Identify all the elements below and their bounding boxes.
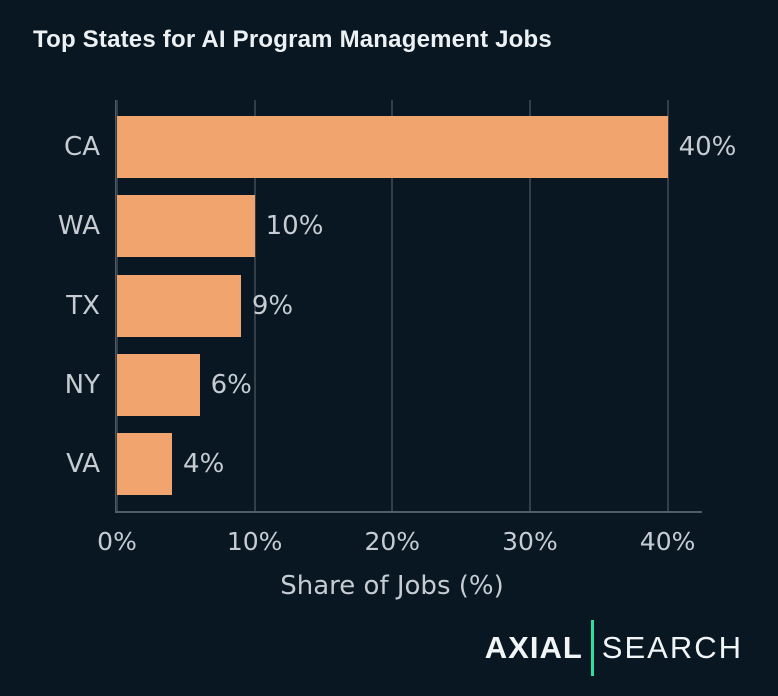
category-label-ca: CA	[64, 132, 100, 162]
logo-text-axial: AXIAL	[484, 630, 583, 665]
value-label-wa: 10%	[265, 211, 324, 242]
bar-row-ca: CA 40%	[64, 116, 736, 178]
bar-tx	[117, 274, 241, 337]
logo-text-search: SEARCH	[601, 630, 743, 665]
gridline-10	[253, 100, 256, 511]
x-tick-label-0: 0%	[97, 527, 137, 556]
x-axis-label: Share of Jobs (%)	[280, 571, 504, 601]
value-label-ca: 40%	[678, 132, 737, 162]
x-tick-label-20: 20%	[364, 527, 421, 556]
plot-area: CA 40% WA 10% TX 9% NY 6% VA 4% 0% 10% 20% 30% 40% Sh…	[58, 100, 736, 601]
bar-row-va: VA 4%	[66, 433, 702, 495]
category-label-tx: TX	[66, 290, 100, 321]
brand-logo: AXIAL SEARCH	[485, 617, 743, 679]
bar-ny	[117, 353, 200, 416]
bar-row-tx: TX 9%	[66, 274, 702, 337]
x-tick-label-10: 10%	[226, 527, 283, 556]
category-label-ny: NY	[64, 369, 100, 400]
gridline-40	[666, 100, 669, 511]
bar-row-wa: WA 10%	[58, 195, 702, 258]
bar-row-ny: NY 6%	[65, 353, 702, 416]
x-tick-label-30: 30%	[502, 527, 558, 556]
bar-ca	[117, 116, 668, 178]
gridline-30	[528, 100, 531, 511]
bar-wa	[117, 195, 255, 258]
value-label-va: 4%	[183, 449, 225, 479]
value-label-ny: 6%	[210, 369, 252, 400]
gridline-20	[391, 100, 394, 511]
bar-va	[117, 433, 173, 495]
logo-divider-bar	[590, 620, 594, 676]
category-label-wa: WA	[57, 211, 100, 242]
x-tick-label-40: 40%	[639, 527, 696, 556]
bar-rows: CA 40% WA 10% TX 9% NY 6% VA 4%	[58, 100, 736, 511]
value-label-tx: 9%	[251, 290, 294, 321]
category-label-va: VA	[66, 449, 100, 479]
chart-title: Top States for AI Program Management Job…	[33, 26, 552, 53]
